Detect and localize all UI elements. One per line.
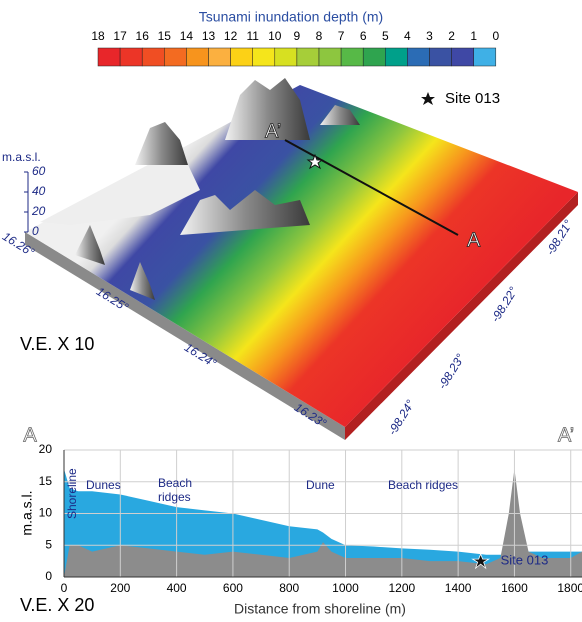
profile-end-label: A xyxy=(467,229,481,251)
colorbar-cell xyxy=(430,48,452,66)
colorbar-cell xyxy=(385,48,407,66)
colorbar-cell xyxy=(231,48,253,66)
colorbar-label: 11 xyxy=(246,29,259,43)
colorbar-label: 2 xyxy=(448,29,455,43)
colorbar-label: 8 xyxy=(316,29,323,43)
colorbar-label: 1 xyxy=(470,29,477,43)
colorbar-label: 5 xyxy=(382,29,389,43)
colorbar-label: 14 xyxy=(180,29,194,43)
ve-label: V.E. X 10 xyxy=(20,334,94,354)
colorbar-cell xyxy=(98,48,120,66)
colorbar-cell xyxy=(209,48,231,66)
legend-marker xyxy=(421,92,435,105)
z-axis-label: m.a.s.l. xyxy=(2,150,41,164)
x-tick-label: 1000 xyxy=(332,581,359,595)
x-tick-label: 1200 xyxy=(388,581,415,595)
colorbar-label: 6 xyxy=(360,29,367,43)
colorbar-cell xyxy=(253,48,275,66)
colorbar-cell xyxy=(319,48,341,66)
y-tick-label: 15 xyxy=(39,474,53,488)
y-tick-label: 5 xyxy=(45,537,52,551)
annotation: Beach ridges xyxy=(388,478,458,492)
x-tick-label: 1600 xyxy=(501,581,528,595)
x-tick-label: 800 xyxy=(279,581,299,595)
colorbar-cell xyxy=(407,48,429,66)
mountain xyxy=(135,122,188,165)
y-tick-label: 0 xyxy=(45,569,52,583)
ve-label: V.E. X 20 xyxy=(20,595,94,615)
colorbar-cell xyxy=(297,48,319,66)
y-tick-label: 20 xyxy=(39,442,53,456)
x-tick-label: 0 xyxy=(61,581,68,595)
colorbar-cell xyxy=(275,48,297,66)
z-tick-label: 40 xyxy=(32,184,46,198)
colorbar-label: 9 xyxy=(294,29,301,43)
colorbar-cell xyxy=(474,48,496,66)
colorbar-label: 16 xyxy=(136,29,150,43)
colorbar-label: 0 xyxy=(492,29,499,43)
z-tick-label: 20 xyxy=(31,204,46,218)
colorbar-label: 18 xyxy=(91,29,105,43)
colorbar-cell xyxy=(363,48,385,66)
annotation: Beach ridges xyxy=(158,476,202,504)
z-tick-label: 60 xyxy=(32,164,46,178)
colorbar-cell xyxy=(142,48,164,66)
site-label: Site 013 xyxy=(501,553,549,568)
x-tick-label: 1400 xyxy=(445,581,472,595)
colorbar-cell xyxy=(120,48,142,66)
z-tick-label: 0 xyxy=(32,224,39,238)
colorbar-label: 3 xyxy=(426,29,433,43)
y-axis-label: m.a.s.l. xyxy=(19,490,35,535)
colorbar-cell xyxy=(341,48,363,66)
colorbar-cell xyxy=(452,48,474,66)
profile-end-label: A’ xyxy=(558,424,574,446)
y-tick-label: 10 xyxy=(39,506,53,520)
colorbar-label: 15 xyxy=(158,29,172,43)
colorbar-title: Tsunami inundation depth (m) xyxy=(199,9,383,25)
colorbar-cell xyxy=(164,48,186,66)
colorbar-label: 4 xyxy=(404,29,411,43)
colorbar-label: 17 xyxy=(113,29,127,43)
x-tick-label: 400 xyxy=(167,581,187,595)
annotation: Shoreline xyxy=(65,455,79,519)
x-tick-label: 600 xyxy=(223,581,243,595)
annotation: Dunes xyxy=(86,478,121,492)
colorbar-label: 7 xyxy=(338,29,345,43)
profile-start-label: A xyxy=(23,424,37,446)
lon-label: -98.23° xyxy=(435,351,468,392)
figure-canvas: Site 013 A A’ m.a.s.l. V.E. X 10 Tsunami… xyxy=(0,0,582,622)
profile-start-label: A’ xyxy=(265,120,281,142)
x-axis-label: Distance from shoreline (m) xyxy=(234,601,406,617)
colorbar-label: 10 xyxy=(268,29,282,43)
colorbar-cell xyxy=(186,48,208,66)
colorbar-label: 13 xyxy=(202,29,216,43)
annotation: Dune xyxy=(306,478,335,492)
legend-label: Site 013 xyxy=(445,90,500,107)
x-tick-label: 200 xyxy=(110,581,130,595)
lon-label: -98.24° xyxy=(385,397,418,438)
colorbar-label: 12 xyxy=(224,29,238,43)
x-tick-label: 1800 xyxy=(557,581,582,595)
figure: Site 013 A A’ m.a.s.l. V.E. X 10 Tsunami… xyxy=(0,0,582,622)
